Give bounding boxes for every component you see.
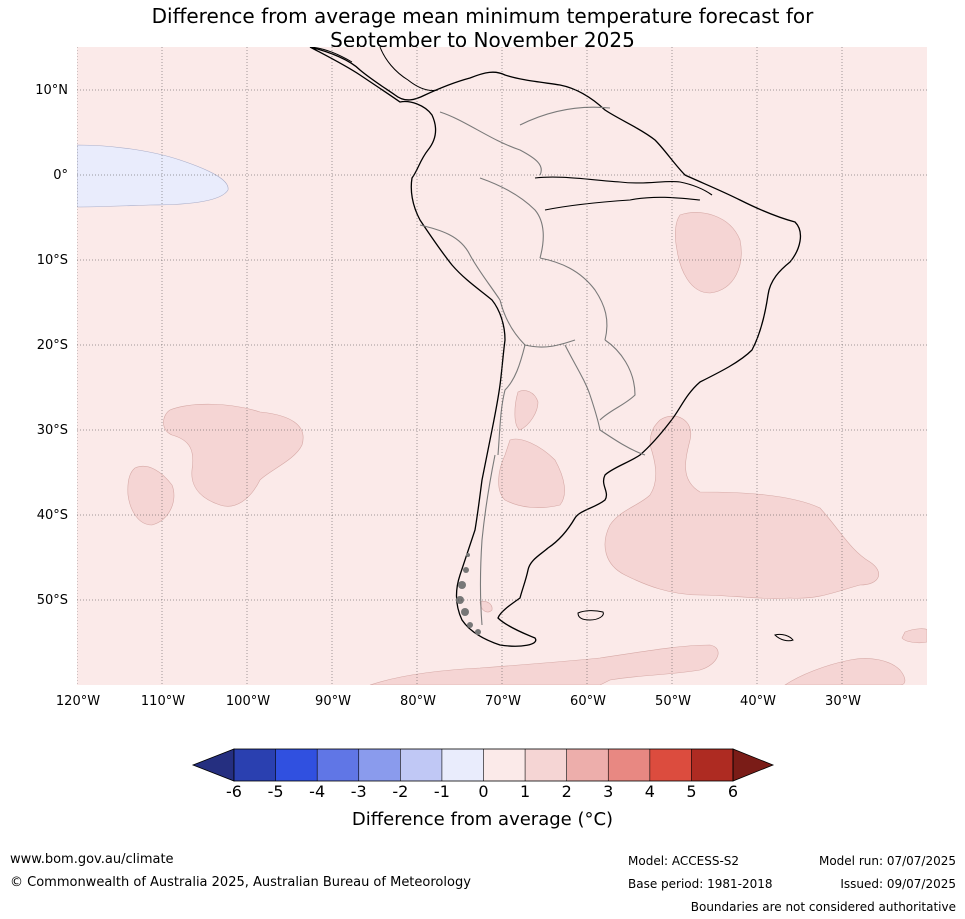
lon-label-50w: 50°W (655, 694, 691, 709)
colorbar-tick-label: -1 (433, 782, 450, 801)
colorbar-swatch (441, 749, 484, 781)
colorbar-tick-label: -6 (226, 782, 242, 801)
lon-label-110w: 110°W (140, 694, 186, 709)
south-america-coastline (309, 47, 802, 647)
map-plot-area (77, 47, 927, 685)
lat-label-10n: 10°N (35, 83, 68, 98)
colorbar-swatch (234, 749, 277, 781)
lat-label-40s: 40°S (36, 508, 68, 523)
amazon-delta-line (544, 196, 701, 211)
anomaly-area-ne-brazil (675, 212, 742, 294)
anomaly-area-southern-ocean-east (784, 658, 906, 685)
south-georgia-island (774, 633, 794, 642)
lon-label-30w: 30°W (825, 694, 861, 709)
colorbar-tick-label: -5 (267, 782, 284, 801)
footer-website: www.bom.gov.au/climate (10, 852, 174, 867)
lon-label-100w: 100°W (225, 694, 271, 709)
lon-label-120w: 120°W (55, 694, 101, 709)
anomaly-area-southern-ocean (369, 644, 719, 685)
anomaly-area-east-small (901, 628, 927, 644)
footer-model-run: Model run: 07/07/2025 (818, 854, 956, 868)
lat-label-10s: 10°S (36, 253, 68, 268)
anomaly-area-drake (479, 601, 493, 613)
colorbar-swatch (525, 749, 568, 781)
anomaly-area-se-pacific (163, 403, 304, 507)
colorbar-label: Difference from average (°C) (351, 809, 614, 830)
colorbar-swatch (608, 749, 651, 781)
lon-label-70w: 70°W (485, 694, 521, 709)
lat-label-30s: 30°S (36, 423, 68, 438)
anomaly-area-south-atlantic (604, 415, 879, 599)
colorbar-tick-label: 3 (603, 782, 614, 801)
colorbar-tick-label: 5 (686, 782, 697, 801)
colorbar-swatch (691, 749, 734, 781)
anomaly-area-neg-pacific (77, 144, 229, 208)
colorbar-tick-label: 2 (561, 782, 572, 801)
colorbar-swatch (317, 749, 360, 781)
colorbar-swatch (566, 749, 609, 781)
amazon-river-line (534, 176, 713, 196)
lat-label-equator: 0° (53, 168, 68, 183)
colorbar-tick-label: 4 (644, 782, 655, 801)
colorbar-swatch (358, 749, 401, 781)
lon-label-90w: 90°W (315, 694, 351, 709)
anomaly-area-central-argentina (498, 438, 565, 509)
colorbar-tick-label: -4 (309, 782, 326, 801)
country-borders (419, 106, 646, 626)
colorbar-tick-label: -2 (392, 782, 409, 801)
colorbar-extend-low (191, 748, 235, 782)
colorbar (191, 748, 775, 782)
colorbar-extend-high (732, 748, 775, 782)
chilean-fjords (456, 553, 481, 635)
colorbar-swatch (649, 749, 692, 781)
colorbar-tick-label: 0 (478, 782, 489, 801)
footer-disclaimer: Boundaries are not considered authoritat… (690, 900, 956, 914)
footer-base-period: Base period: 1981-2018 (628, 877, 773, 891)
lon-label-40w: 40°W (740, 694, 776, 709)
footer-copyright: © Commonwealth of Australia 2025, Austra… (10, 875, 471, 890)
colorbar-swatch (400, 749, 443, 781)
colorbar-tick-label: -3 (350, 782, 367, 801)
colorbar-tick-label: 1 (519, 782, 531, 801)
colorbar-tick-label: 6 (727, 782, 739, 801)
title-line-1: Difference from average mean minimum tem… (151, 4, 814, 28)
central-america-coastline (309, 47, 439, 91)
falkland-islands (577, 610, 604, 621)
lon-label-80w: 80°W (400, 694, 436, 709)
colorbar-swatch (483, 749, 526, 781)
anomaly-area-se-pacific-small (127, 465, 175, 526)
lat-label-50s: 50°S (36, 593, 68, 608)
lat-label-20s: 20°S (36, 338, 68, 353)
footer-issued: Issued: 09/07/2025 (840, 877, 956, 891)
graticule (77, 47, 927, 685)
map-title: Difference from average mean minimum tem… (0, 4, 965, 52)
lon-label-60w: 60°W (570, 694, 606, 709)
colorbar-swatch (275, 749, 318, 781)
footer-model: Model: ACCESS-S2 (628, 854, 740, 868)
anomaly-area-n-argentina (514, 390, 539, 431)
